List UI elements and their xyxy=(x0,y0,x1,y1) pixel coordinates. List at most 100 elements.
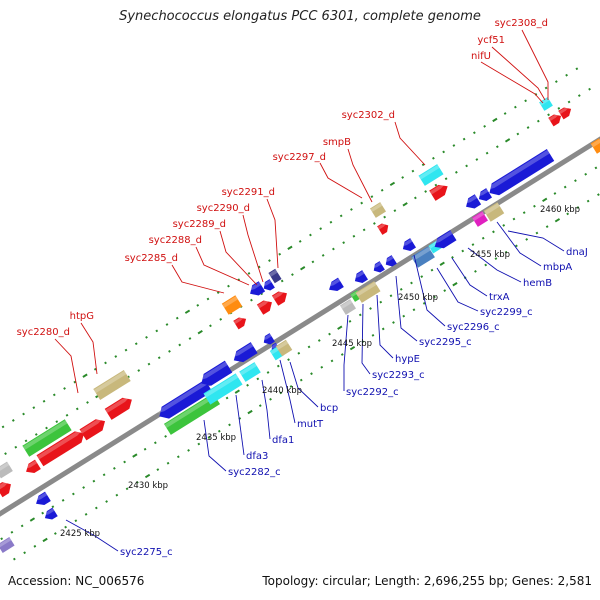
gene-shape xyxy=(26,459,41,474)
gene-feature[interactable] xyxy=(400,238,417,254)
gene-label[interactable]: syc2295_c xyxy=(419,337,472,348)
gene-feature[interactable] xyxy=(256,297,275,315)
gene-feature[interactable] xyxy=(355,281,381,303)
gene-feature[interactable] xyxy=(233,315,248,330)
gene-feature[interactable] xyxy=(261,333,275,347)
gene-label[interactable]: syc2289_d xyxy=(173,219,226,230)
gene-label[interactable]: nifU xyxy=(471,51,491,62)
gene-label[interactable]: htpG xyxy=(70,311,94,322)
label-connector xyxy=(235,394,245,456)
gene-feature[interactable] xyxy=(239,362,261,382)
gene-shape xyxy=(548,114,562,127)
gene-feature[interactable] xyxy=(377,221,391,235)
gene-feature[interactable] xyxy=(42,507,58,523)
gene-label[interactable]: syc2290_d xyxy=(197,203,250,214)
gene-feature[interactable] xyxy=(104,394,136,420)
gene-label[interactable]: bcp xyxy=(320,403,338,414)
tick-mark xyxy=(86,401,89,404)
scale-label: 2450 kbp xyxy=(398,293,438,303)
gene-feature[interactable] xyxy=(247,281,266,299)
tick-mark xyxy=(247,272,251,275)
gene-feature[interactable] xyxy=(463,194,482,212)
gene-feature[interactable] xyxy=(23,459,41,477)
gene-feature[interactable] xyxy=(352,270,369,286)
gene-feature[interactable] xyxy=(261,279,275,293)
gene-feature[interactable] xyxy=(369,202,387,218)
tick-mark xyxy=(33,544,37,548)
gene-feature[interactable] xyxy=(22,419,72,457)
gene-feature[interactable] xyxy=(548,112,563,127)
gene-label[interactable]: hemB xyxy=(523,278,552,289)
gene-feature[interactable] xyxy=(431,230,457,252)
tick-mark xyxy=(454,170,458,174)
gene-feature[interactable] xyxy=(476,188,493,204)
gene-feature[interactable] xyxy=(418,164,444,186)
gene-label[interactable]: syc2285_d xyxy=(125,253,178,264)
gene-feature[interactable] xyxy=(383,255,397,269)
gene-feature[interactable] xyxy=(203,373,243,405)
gene-feature[interactable] xyxy=(558,105,573,120)
gene-label[interactable]: mbpA xyxy=(543,262,572,273)
gene-feature[interactable] xyxy=(539,97,553,111)
gene-label[interactable]: syc2288_d xyxy=(149,235,202,246)
gene-feature[interactable] xyxy=(411,246,435,268)
tick-mark xyxy=(0,537,4,541)
gene-feature[interactable] xyxy=(0,461,13,479)
gene-feature[interactable] xyxy=(163,393,221,435)
gene-feature[interactable] xyxy=(79,416,109,441)
gene-feature[interactable] xyxy=(221,295,243,315)
gene-highlight xyxy=(418,164,440,180)
gene-highlight xyxy=(432,230,453,245)
gene-label[interactable]: hypE xyxy=(395,354,420,365)
gene-highlight xyxy=(484,203,500,215)
gene-shape xyxy=(471,211,489,227)
tick-mark xyxy=(452,282,458,287)
tick-mark xyxy=(381,327,385,331)
gene-feature[interactable] xyxy=(429,181,451,201)
gene-feature[interactable] xyxy=(268,268,282,284)
gene-feature[interactable] xyxy=(0,479,14,498)
gene-label[interactable]: syc2291_d xyxy=(222,187,275,198)
gene-label[interactable]: mutT xyxy=(297,419,324,430)
gene-label[interactable]: trxA xyxy=(489,292,510,303)
gene-feature[interactable] xyxy=(471,211,489,227)
gene-feature[interactable] xyxy=(0,537,15,553)
gene-label[interactable]: dfa3 xyxy=(246,451,268,462)
tick-mark xyxy=(473,131,476,135)
gene-feature[interactable] xyxy=(339,299,357,315)
gene-label[interactable]: smpB xyxy=(323,137,351,148)
gene-label[interactable]: dfa1 xyxy=(272,435,294,446)
gene-label[interactable]: syc2308_d xyxy=(495,18,548,29)
gene-label[interactable]: syc2299_c xyxy=(480,307,533,318)
gene-label[interactable]: syc2296_c xyxy=(447,322,500,333)
gene-label[interactable]: syc2280_d xyxy=(17,327,70,338)
gene-feature[interactable] xyxy=(156,379,213,423)
gene-label[interactable]: syc2292_c xyxy=(346,387,399,398)
gene-feature[interactable] xyxy=(198,360,233,390)
gene-label[interactable]: dnaJ xyxy=(566,247,588,258)
gene-shape xyxy=(233,342,258,363)
gene-feature[interactable] xyxy=(326,277,344,295)
gene-label[interactable]: syc2297_d xyxy=(273,152,326,163)
gene-feature[interactable] xyxy=(36,428,88,467)
gene-feature[interactable] xyxy=(486,149,555,199)
gene-feature[interactable] xyxy=(93,369,131,401)
gene-feature[interactable] xyxy=(271,288,290,306)
gene-feature[interactable] xyxy=(483,202,505,222)
gene-label[interactable]: ycf51 xyxy=(477,35,505,46)
tick-mark xyxy=(82,373,88,378)
gene-feature[interactable] xyxy=(275,339,293,357)
tick-mark xyxy=(393,209,397,213)
gene-feature[interactable] xyxy=(371,261,385,275)
tick-mark xyxy=(287,358,290,362)
gene-label[interactable]: syc2302_d xyxy=(342,110,395,121)
gene-feature[interactable] xyxy=(590,138,600,154)
gene-label[interactable]: syc2275_c xyxy=(120,547,173,558)
tick-mark xyxy=(82,486,86,489)
gene-feature[interactable] xyxy=(33,491,51,509)
gene-label[interactable]: syc2293_c xyxy=(372,370,425,381)
tick-mark xyxy=(321,254,325,257)
tick-mark xyxy=(586,199,590,203)
gene-label[interactable]: syc2282_c xyxy=(228,467,281,478)
gene-feature[interactable] xyxy=(230,342,258,366)
